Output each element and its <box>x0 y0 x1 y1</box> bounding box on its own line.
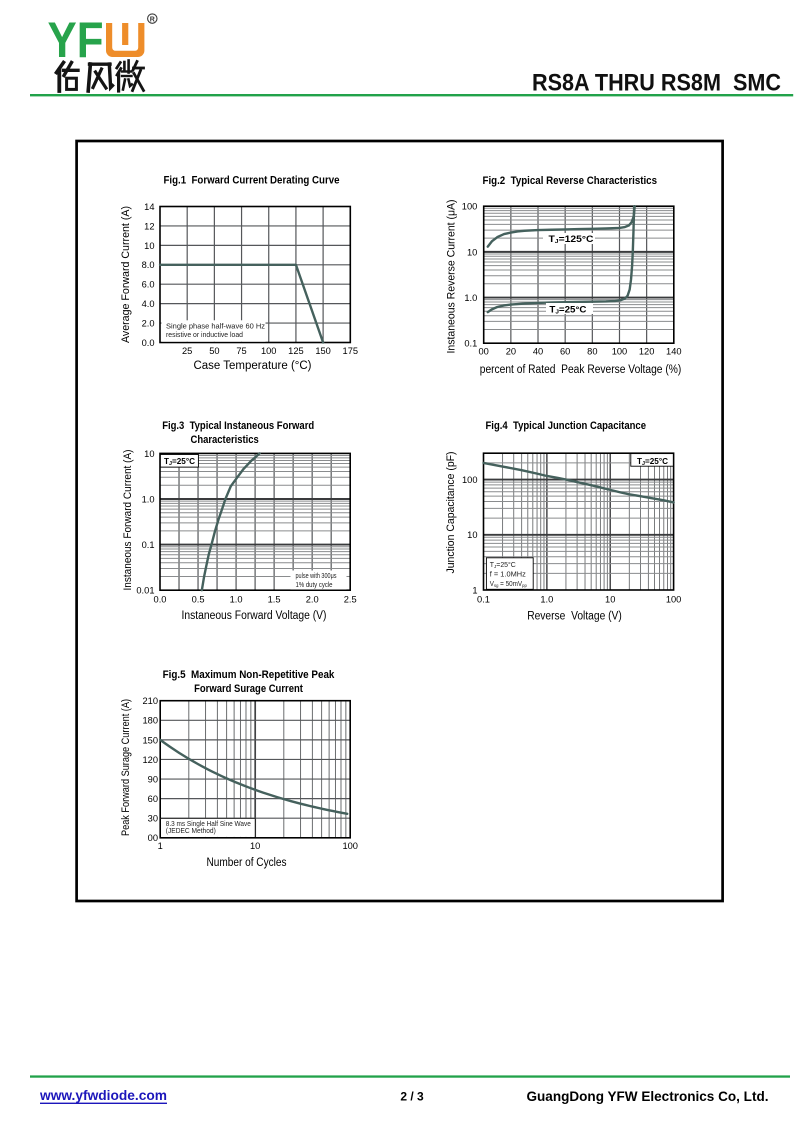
svg-text:2.5: 2.5 <box>344 594 357 604</box>
svg-text:www.yfwdiode.com: www.yfwdiode.com <box>39 1088 167 1103</box>
svg-text:175: 175 <box>343 346 359 356</box>
svg-text:10: 10 <box>144 449 154 459</box>
svg-text:90: 90 <box>148 774 158 784</box>
svg-text:60: 60 <box>560 346 570 356</box>
svg-text:1.0: 1.0 <box>142 494 155 504</box>
svg-text:Characteristics: Characteristics <box>191 434 259 446</box>
svg-text:Vsg = 50mVpp: Vsg = 50mVpp <box>490 581 527 588</box>
svg-text:Instaneous Forward Voltage (V): Instaneous Forward Voltage (V) <box>182 610 327 622</box>
svg-text:0.0: 0.0 <box>154 594 167 604</box>
svg-text:1.0: 1.0 <box>540 594 553 604</box>
svg-text:Single phase half-wave 60 Hz: Single phase half-wave 60 Hz <box>166 321 265 330</box>
svg-text:125: 125 <box>288 346 304 356</box>
svg-text:TJ=25°C: TJ=25°C <box>490 561 516 569</box>
svg-text:30: 30 <box>148 814 158 824</box>
svg-text:1: 1 <box>472 585 477 595</box>
svg-text:RS8A THRU RS8M SMC: RS8A THRU RS8M SMC <box>532 70 781 97</box>
svg-text:2.0: 2.0 <box>306 594 319 604</box>
svg-text:Average Forward Current (A): Average Forward Current (A) <box>120 206 132 343</box>
svg-text:0.1: 0.1 <box>142 540 155 550</box>
svg-text:40: 40 <box>533 346 543 356</box>
svg-text:Number of Cycles: Number of Cycles <box>207 857 287 869</box>
svg-text:TJ=125°C: TJ=125°C <box>549 234 595 245</box>
svg-text:0.5: 0.5 <box>192 594 205 604</box>
svg-text:0.01: 0.01 <box>136 586 154 596</box>
svg-text:GuangDong YFW Electronics Co,: GuangDong YFW Electronics Co, Ltd. <box>527 1088 769 1104</box>
svg-text:10: 10 <box>467 247 477 257</box>
svg-text:120: 120 <box>639 346 655 356</box>
svg-text:Peak Forward Surage Current (A: Peak Forward Surage Current (A) <box>120 699 132 836</box>
svg-text:0.1: 0.1 <box>477 594 490 604</box>
svg-text:1.0: 1.0 <box>464 293 477 303</box>
svg-text:00: 00 <box>148 833 158 843</box>
svg-text:75: 75 <box>236 346 246 356</box>
svg-text:100: 100 <box>666 594 682 604</box>
svg-text:8.3 ms Single Half Sine Wave: 8.3 ms Single Half Sine Wave <box>166 821 251 828</box>
svg-text:60: 60 <box>148 794 158 804</box>
svg-text:Instaneous Reverse Current (μA: Instaneous Reverse Current (μA) <box>446 200 458 354</box>
svg-text:0.1: 0.1 <box>464 339 477 349</box>
svg-text:00: 00 <box>479 346 489 356</box>
svg-text:20: 20 <box>506 346 516 356</box>
svg-text:Instaneous Forward Current (A): Instaneous Forward Current (A) <box>122 450 134 591</box>
svg-text:120: 120 <box>142 755 158 765</box>
svg-text:10: 10 <box>144 241 154 251</box>
svg-text:25: 25 <box>182 346 192 356</box>
svg-text:Case Temperature (°C): Case Temperature (°C) <box>194 360 312 372</box>
svg-text:Fig.1 Forward Current Deratin: Fig.1 Forward Current Derating Curve <box>164 175 340 187</box>
svg-text:100: 100 <box>261 346 277 356</box>
svg-text:100: 100 <box>462 202 478 212</box>
svg-text:12: 12 <box>144 221 154 231</box>
svg-text:Fig.5 Maximum Non-Repetitive: Fig.5 Maximum Non-Repetitive Peak <box>163 669 336 681</box>
svg-text:resistive or inductive load: resistive or inductive load <box>166 330 243 339</box>
svg-text:2.0: 2.0 <box>142 318 155 328</box>
svg-text:14: 14 <box>144 202 154 212</box>
svg-text:2 / 3: 2 / 3 <box>400 1090 424 1104</box>
svg-text:1: 1 <box>158 841 163 851</box>
svg-text:180: 180 <box>142 716 158 726</box>
svg-text:100: 100 <box>462 475 478 485</box>
svg-text:pulse with 300μs: pulse with 300μs <box>296 571 337 580</box>
svg-text:Reverse Voltage (V): Reverse Voltage (V) <box>527 611 622 623</box>
svg-text:(JEDEC Method): (JEDEC Method) <box>166 828 216 835</box>
svg-text:10: 10 <box>605 594 615 604</box>
svg-text:150: 150 <box>142 735 158 745</box>
svg-text:4.0: 4.0 <box>142 299 155 309</box>
svg-text:80: 80 <box>587 346 597 356</box>
svg-text:0.0: 0.0 <box>142 338 155 348</box>
svg-text:140: 140 <box>666 346 682 356</box>
svg-text:percent of Rated Peak Reverse: percent of Rated Peak Reverse Voltage (%… <box>480 364 682 376</box>
svg-text:50: 50 <box>209 346 219 356</box>
svg-text:YF: YF <box>48 12 104 68</box>
svg-text:8.0: 8.0 <box>142 260 155 270</box>
svg-text:150: 150 <box>315 346 331 356</box>
svg-text:TJ=25°C: TJ=25°C <box>549 304 587 315</box>
svg-text:10: 10 <box>250 841 260 851</box>
svg-text:210: 210 <box>142 696 158 706</box>
svg-text:Junction Capacitance (pF): Junction Capacitance (pF) <box>445 452 457 574</box>
svg-text:Fig.2 Typical Reverse Charact: Fig.2 Typical Reverse Characteristics <box>483 175 658 187</box>
svg-text:Fig.4 Typical Junction Capaci: Fig.4 Typical Junction Capacitance <box>486 420 647 432</box>
svg-text:6.0: 6.0 <box>142 280 155 290</box>
svg-text:TJ=25°C: TJ=25°C <box>637 456 668 467</box>
svg-text:100: 100 <box>612 346 628 356</box>
svg-text:Forward Surage Current: Forward Surage Current <box>194 683 303 695</box>
svg-text:Fig.3 Typical Instaneous Forw: Fig.3 Typical Instaneous Forward <box>162 420 314 432</box>
svg-text:1.0: 1.0 <box>230 594 243 604</box>
svg-text:TJ=25°C: TJ=25°C <box>164 456 195 467</box>
svg-text:10: 10 <box>467 530 477 540</box>
svg-text:1.5: 1.5 <box>268 594 281 604</box>
svg-text:100: 100 <box>342 841 358 851</box>
svg-text:1% duty cycle: 1% duty cycle <box>296 580 333 589</box>
svg-text:R: R <box>150 16 155 23</box>
svg-text:f = 1.0MHz: f = 1.0MHz <box>490 572 527 579</box>
